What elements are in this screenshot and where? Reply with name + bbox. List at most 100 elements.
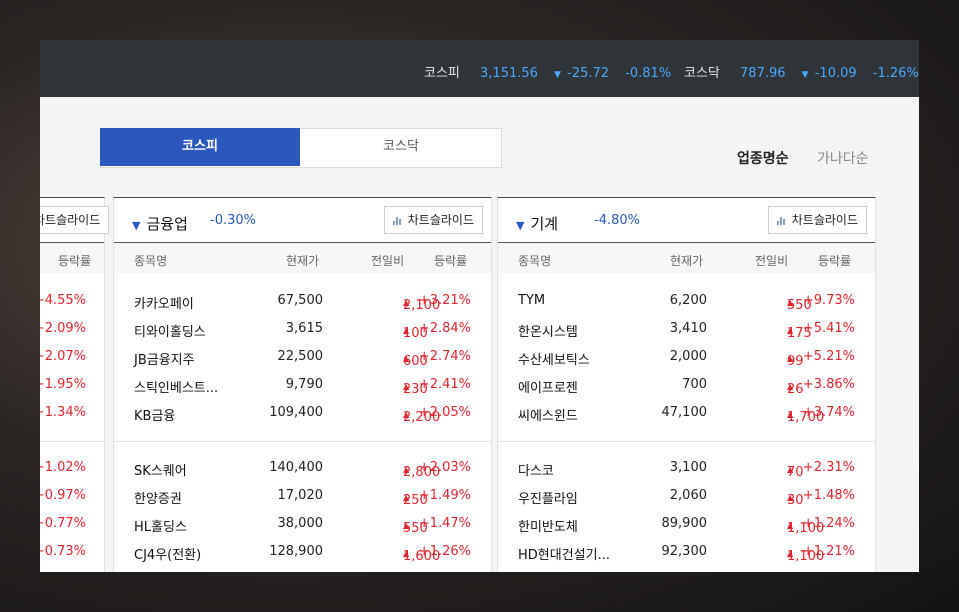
- stock-rate: +2.05%: [418, 405, 471, 420]
- stock-change: 30: [787, 493, 804, 508]
- stock-row[interactable]: +1.34%: [40, 400, 104, 428]
- stock-rate: +2.84%: [418, 321, 471, 336]
- stock-name[interactable]: 우진플라임: [518, 492, 578, 507]
- stock-name[interactable]: 카카오페이: [134, 297, 194, 312]
- stock-rate: +2.41%: [418, 377, 471, 392]
- stock-name[interactable]: 한미반도체: [518, 520, 578, 535]
- up-triangle-icon: ▲: [403, 410, 410, 419]
- col-price: 현재가: [670, 254, 704, 268]
- stock-rate: +2.74%: [418, 349, 471, 364]
- stock-row[interactable]: +4.55%: [40, 288, 104, 316]
- stock-name[interactable]: 씨에스윈드: [518, 409, 578, 424]
- sort-by-sector-name[interactable]: 업종명순: [737, 151, 789, 167]
- stock-rate: +9.73%: [802, 293, 855, 308]
- stock-name[interactable]: SK스퀘어: [134, 464, 187, 479]
- stock-row[interactable]: 한온시스템 3,410 ▲ 175 +5.41%: [498, 316, 875, 344]
- stock-name[interactable]: 한온시스템: [518, 325, 578, 340]
- stock-name[interactable]: HL홀딩스: [134, 520, 187, 535]
- col-name: 종목명: [518, 254, 552, 268]
- col-rate: 등락률: [818, 254, 852, 268]
- stock-row[interactable]: JB금융지주 22,500 ▲ 600 +2.74%: [114, 344, 491, 372]
- col-name: 종목명: [134, 254, 168, 268]
- stock-row[interactable]: +2.07%: [40, 344, 104, 372]
- stock-row[interactable]: SK스퀘어 140,400 ▲ 2,800 +2.03%: [114, 455, 491, 483]
- kospi-index[interactable]: 코스피 3,151.56 ▼ -25.72 -0.81%: [424, 62, 683, 81]
- stock-price: 140,400: [269, 460, 323, 475]
- stock-row[interactable]: HD현대건설기... 92,300 ▲ 1,100 +1.21%: [498, 539, 875, 567]
- kosdaq-value: 787.96: [740, 66, 786, 81]
- stock-row[interactable]: 에이프로젠 700 ▲ 26 +3.86%: [498, 372, 875, 400]
- stock-row[interactable]: 다스코 3,100 ▲ 70 +2.31%: [498, 455, 875, 483]
- stock-change: 1,100: [787, 549, 825, 564]
- stock-row[interactable]: TYM 6,200 ▲ 550 +9.73%: [498, 288, 875, 316]
- stock-row[interactable]: 티와이홀딩스 3,615 ▲ 100 +2.84%: [114, 316, 491, 344]
- stock-name[interactable]: 한양증권: [134, 492, 182, 507]
- stock-price: 3,100: [669, 460, 707, 475]
- stock-name[interactable]: TYM: [518, 293, 546, 308]
- kosdaq-change: -10.09: [814, 66, 857, 81]
- tab-kosdaq[interactable]: 코스닥: [383, 139, 419, 154]
- stock-name[interactable]: 티와이홀딩스: [134, 325, 206, 340]
- col-change: 전일비: [371, 254, 405, 268]
- kosdaq-index[interactable]: 코스닥 787.96 ▼ -10.09 -1.26%: [684, 62, 919, 81]
- up-triangle-icon: ▲: [787, 521, 794, 530]
- stock-name[interactable]: 에이프로젠: [518, 381, 578, 396]
- stock-row[interactable]: +2.09%: [40, 316, 104, 344]
- kosdaq-rate: -1.26%: [872, 66, 919, 81]
- stock-row[interactable]: 한미반도체 89,900 ▲ 1,100 +1.24%: [498, 511, 875, 539]
- stock-row[interactable]: 씨에스윈드 47,100 ▲ 1,700 +3.74%: [498, 400, 875, 428]
- sector-card-partial: 차트슬라이드 등락률 +4.55% +2.09% +2.07% +1.95% +1.34…: [40, 197, 110, 572]
- col-rate: 등락률: [434, 254, 468, 268]
- chart-slide-button[interactable]: 차트슬라이드: [40, 206, 110, 234]
- stock-rate: +5.41%: [802, 321, 855, 336]
- sector-title[interactable]: ▼ 금융업: [132, 213, 188, 234]
- stock-rate: +1.26%: [418, 544, 471, 559]
- chart-slide-button[interactable]: 차트슬라이드: [767, 206, 867, 234]
- chart-slide-button[interactable]: 차트슬라이드: [383, 206, 483, 234]
- stock-row[interactable]: 한양증권 17,020 ▲ 250 +1.49%: [114, 483, 491, 511]
- stock-price: 17,020: [277, 488, 324, 503]
- stock-row[interactable]: 카카오페이 67,500 ▲ 2,100 +3.21%: [114, 288, 491, 316]
- kospi-label: 코스피: [424, 66, 460, 81]
- caret-down-icon: ▼: [132, 219, 141, 232]
- up-triangle-icon: ▲: [403, 521, 410, 530]
- stock-change: 1,700: [787, 410, 825, 425]
- sector-card-machinery: ▼ 기계 -4.80% 차트슬라이드 종목명 현재가 전일비 등락률 TYM 6,200 ▲ 550 +…: [497, 197, 876, 572]
- card-header: ▼ 기계 -4.80% 차트슬라이드: [498, 198, 875, 243]
- stock-rate: +3.21%: [418, 293, 471, 308]
- stock-name[interactable]: HD현대건설기...: [518, 548, 610, 563]
- column-header: 종목명 현재가 전일비 등락률: [498, 243, 875, 273]
- stock-row[interactable]: 수산세보틱스 2,000 ▲ 99 +5.21%: [498, 344, 875, 372]
- stock-name[interactable]: 수산세보틱스: [518, 353, 590, 368]
- stock-rate: +2.03%: [418, 460, 471, 475]
- kosdaq-label: 코스닥: [684, 66, 720, 81]
- stock-row[interactable]: 스틱인베스트... 9,790 ▲ 230 +2.41%: [114, 372, 491, 400]
- index-ticker-bar: 코스피 3,151.56 ▼ -25.72 -0.81% 코스닥 787.96 …: [40, 40, 919, 97]
- stock-row[interactable]: +1.02%: [40, 455, 104, 483]
- bar-chart-icon: [776, 215, 787, 225]
- card-header: 차트슬라이드: [40, 198, 110, 243]
- stock-name[interactable]: 스틱인베스트...: [134, 381, 219, 396]
- stock-row[interactable]: 우진플라임 2,060 ▲ 30 +1.48%: [498, 483, 875, 511]
- tab-kospi[interactable]: 코스피: [100, 128, 300, 166]
- stock-name[interactable]: 다스코: [518, 464, 554, 479]
- stock-row[interactable]: +0.77%: [40, 511, 104, 539]
- stock-row[interactable]: +0.73%: [40, 539, 104, 567]
- col-rate: 등락률: [58, 254, 92, 268]
- stock-rate: +1.47%: [418, 516, 471, 531]
- stock-row[interactable]: HL홀딩스 38,000 ▲ 550 +1.47%: [114, 511, 491, 539]
- stock-change: 550: [403, 521, 428, 536]
- stock-name[interactable]: JB금융지주: [134, 353, 195, 368]
- up-triangle-icon: ▲: [403, 326, 410, 335]
- stock-row[interactable]: +0.97%: [40, 483, 104, 511]
- group-divider: [40, 441, 104, 442]
- up-triangle-icon: ▲: [403, 465, 410, 474]
- sort-alphabetical[interactable]: 가나다순: [817, 151, 869, 167]
- stock-row[interactable]: CJ4우(전환) 128,900 ▲ 1,600 +1.26%: [114, 539, 491, 567]
- sector-title[interactable]: ▼ 기계: [516, 213, 558, 234]
- stock-name[interactable]: KB금융: [134, 409, 176, 424]
- stock-name[interactable]: CJ4우(전환): [134, 548, 202, 563]
- stock-row[interactable]: +1.95%: [40, 372, 104, 400]
- up-triangle-icon: ▲: [787, 465, 794, 474]
- stock-row[interactable]: KB금융 109,400 ▲ 2,200 +2.05%: [114, 400, 491, 428]
